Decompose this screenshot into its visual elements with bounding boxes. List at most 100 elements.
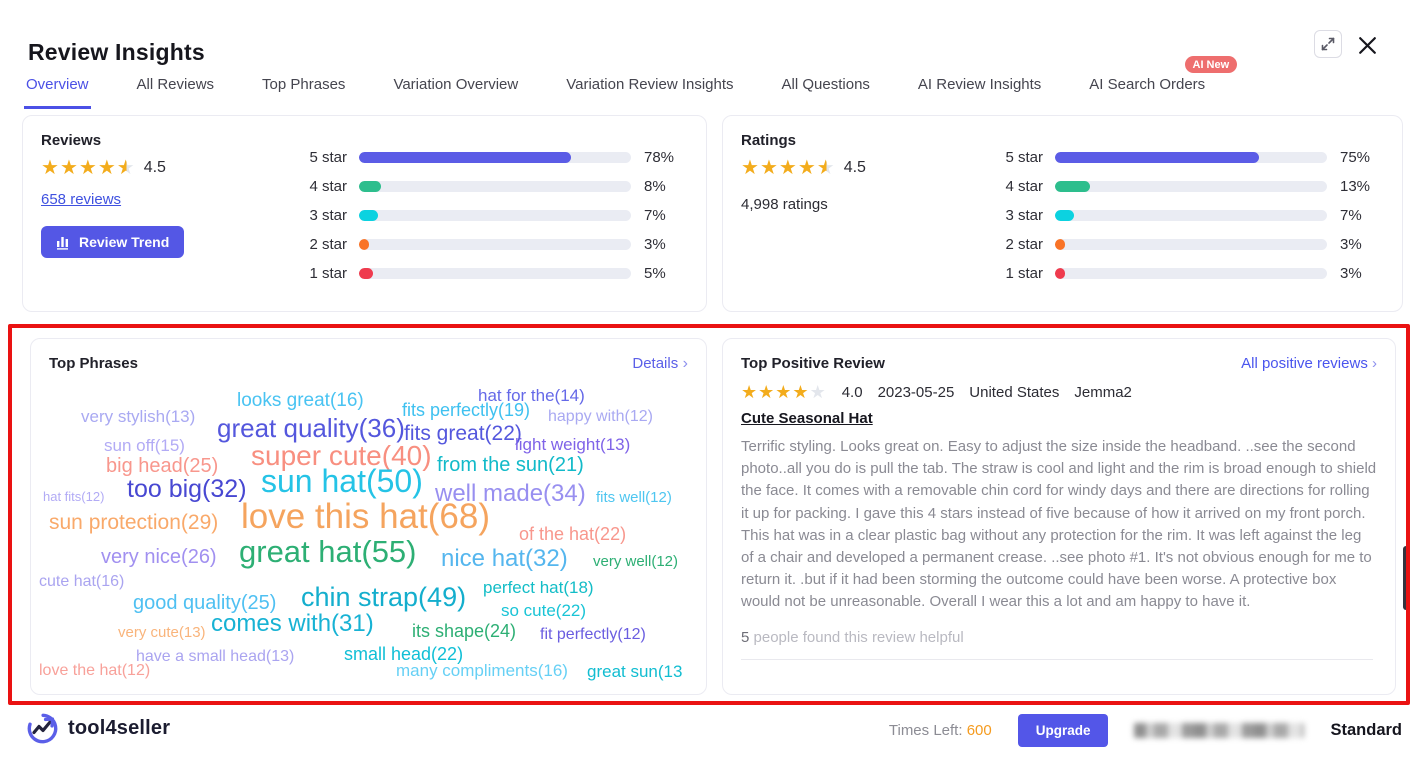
phrase-item[interactable]: very cute(13): [118, 624, 206, 641]
star-icon: [792, 383, 809, 401]
distribution-percent: 7%: [1340, 207, 1362, 224]
review-trend-label: Review Trend: [79, 234, 170, 250]
star-icon: [741, 158, 760, 178]
phrase-item[interactable]: its shape(24): [412, 621, 517, 641]
phrase-item[interactable]: of the hat(22): [519, 524, 627, 544]
tab[interactable]: Top Phrases: [260, 70, 347, 109]
review-rating-value: 4.0: [841, 383, 863, 401]
times-left-value: 600: [966, 721, 992, 739]
phrase-item[interactable]: cute hat(16): [39, 573, 125, 590]
phrase-item[interactable]: comes with(31): [211, 610, 374, 637]
phrase-item[interactable]: big head(25): [106, 455, 219, 477]
tab-label: Top Phrases: [262, 76, 346, 93]
phrase-item[interactable]: great sun(13: [587, 662, 683, 681]
distribution-percent: 3%: [644, 236, 666, 253]
phrase-item[interactable]: many compliments(16): [396, 661, 568, 680]
distribution-label: 1 star: [309, 265, 347, 282]
tab[interactable]: All Reviews: [135, 70, 217, 109]
phrase-item[interactable]: super cute(40): [251, 440, 432, 471]
tab[interactable]: Variation Review Insights: [564, 70, 735, 109]
phrase-item[interactable]: fit perfectly(12): [540, 626, 646, 643]
page-title: Review Insights: [28, 39, 205, 66]
distribution-label: 2 star: [309, 236, 347, 253]
phrase-item[interactable]: sun off(15): [104, 436, 185, 455]
plan-badge: Standard: [1330, 720, 1402, 739]
all-positive-reviews-link[interactable]: All positive reviews: [1241, 355, 1377, 372]
phrase-item[interactable]: very stylish(13): [81, 407, 196, 426]
phrase-item[interactable]: love this hat(68): [241, 497, 491, 536]
star-icon: [758, 383, 775, 401]
phrase-item[interactable]: fits perfectly(19): [402, 400, 531, 420]
review-country: United States: [969, 383, 1060, 401]
star-icon: [741, 383, 758, 401]
phrase-item[interactable]: hat fits(12): [43, 489, 105, 504]
review-headline: Cute Seasonal Hat: [741, 410, 873, 427]
tab[interactable]: AI Search Orders AI New: [1087, 56, 1238, 109]
distribution-fill: [1055, 152, 1259, 163]
reviews-rating-value: 4.5: [143, 159, 166, 176]
scrollbar-thumb[interactable]: [1403, 546, 1409, 610]
review-trend-button[interactable]: Review Trend: [41, 226, 185, 258]
star-icon: [79, 158, 98, 178]
top-positive-review-card: Top Positive Review All positive reviews…: [722, 338, 1396, 695]
phrase-item[interactable]: perfect hat(18): [483, 578, 594, 597]
phrase-item[interactable]: sun protection(29): [49, 511, 219, 534]
phrase-item[interactable]: chin strap(49): [301, 582, 467, 612]
phrase-item[interactable]: have a small head(13): [136, 648, 295, 665]
phrase-item[interactable]: hat for the(14): [478, 386, 585, 405]
expand-button[interactable]: [1314, 30, 1342, 58]
tab[interactable]: All Questions: [780, 70, 872, 109]
helpful-text: people found this review helpful: [753, 628, 964, 646]
phrase-item[interactable]: from the sun(21): [437, 454, 584, 476]
phrase-item[interactable]: happy with(12): [548, 408, 653, 425]
tab-label: AI Review Insights: [917, 76, 1042, 93]
ratings-star-rating: 4.5: [741, 158, 1384, 178]
upgrade-button[interactable]: Upgrade: [1017, 713, 1109, 747]
phrase-item[interactable]: small head(22): [344, 644, 464, 664]
phrase-item[interactable]: looks great(16): [237, 390, 364, 411]
distribution-percent: 3%: [1340, 236, 1362, 253]
tab-label: Variation Overview: [393, 76, 519, 93]
ratings-distribution: 5 star 75% 4 star 13% 3 star 7% 2 star 3…: [995, 149, 1384, 282]
phrase-item[interactable]: nice hat(32): [441, 545, 568, 572]
reviews-count-link[interactable]: 658 reviews: [41, 191, 122, 208]
distribution-track: [1055, 152, 1327, 163]
details-link[interactable]: Details: [632, 355, 688, 373]
phrase-item[interactable]: sun hat(50): [261, 463, 423, 499]
phrase-item[interactable]: very nice(26): [101, 546, 217, 568]
distribution-track: [1055, 239, 1327, 250]
tool4seller-logo-icon: [26, 712, 59, 745]
phrase-item[interactable]: light weight(13): [515, 435, 631, 454]
review-date: 2023-05-25: [877, 383, 955, 401]
distribution-track: [1055, 181, 1327, 192]
tab[interactable]: Variation Overview: [391, 70, 520, 109]
distribution-row: 1 star 5%: [299, 265, 688, 282]
helpful-count: 5: [741, 628, 750, 646]
distribution-row: 5 star 78%: [299, 149, 688, 166]
close-button[interactable]: [1353, 31, 1381, 59]
phrase-item[interactable]: very well(12): [593, 553, 679, 570]
top-positive-review-title: Top Positive Review: [741, 355, 885, 372]
distribution-track: [359, 181, 631, 192]
ratings-card-title: Ratings: [741, 132, 797, 149]
phrase-item[interactable]: great quality(36): [217, 413, 405, 443]
distribution-row: 3 star 7%: [995, 207, 1384, 224]
tab[interactable]: Overview: [24, 70, 91, 109]
phrase-item[interactable]: fits great(22): [404, 422, 522, 445]
phrase-item[interactable]: so cute(22): [501, 601, 587, 620]
tab[interactable]: AI Review Insights: [916, 70, 1043, 109]
phrase-word-cloud: looks great(16) hat for the(14) very sty…: [31, 339, 706, 694]
phrase-item[interactable]: too big(32): [127, 475, 247, 503]
times-left-label: Times Left:: [888, 721, 963, 739]
phrase-item[interactable]: good quality(25): [133, 592, 277, 614]
distribution-percent: 7%: [644, 207, 666, 224]
half-star-icon: [117, 158, 136, 178]
distribution-label: 3 star: [309, 207, 347, 224]
review-meta: 4.0 2023-05-25 United States Jemma2: [741, 383, 1377, 401]
phrase-item[interactable]: fits well(12): [596, 489, 672, 506]
phrase-item[interactable]: well made(34): [435, 480, 586, 507]
phrase-item[interactable]: great hat(55): [239, 534, 417, 569]
distribution-fill: [1055, 210, 1075, 221]
phrase-item[interactable]: love the hat(12): [39, 662, 151, 679]
distribution-fill: [359, 268, 373, 279]
